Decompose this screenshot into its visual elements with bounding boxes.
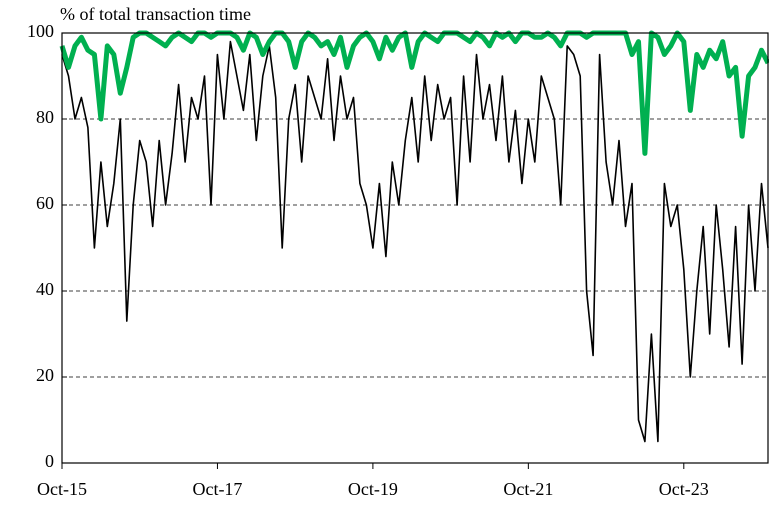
y-tick-label: 60 xyxy=(36,193,54,213)
y-tick-label: 80 xyxy=(36,107,54,127)
x-tick-label: Oct-17 xyxy=(192,479,242,499)
x-tick-label: Oct-23 xyxy=(659,479,709,499)
y-tick-label: 0 xyxy=(45,451,54,471)
data-line xyxy=(61,40,769,443)
y-tick-label: 40 xyxy=(36,279,54,299)
x-tick-label: Oct-15 xyxy=(37,479,87,499)
plot-frame xyxy=(61,32,769,464)
y-tick-label: 20 xyxy=(36,365,54,385)
data-line xyxy=(59,30,769,156)
x-tick-label: Oct-19 xyxy=(348,479,398,499)
y-tick-label: 100 xyxy=(27,21,54,41)
x-tick-label: Oct-21 xyxy=(503,479,553,499)
y-axis-label: % of total transaction time xyxy=(60,4,251,24)
